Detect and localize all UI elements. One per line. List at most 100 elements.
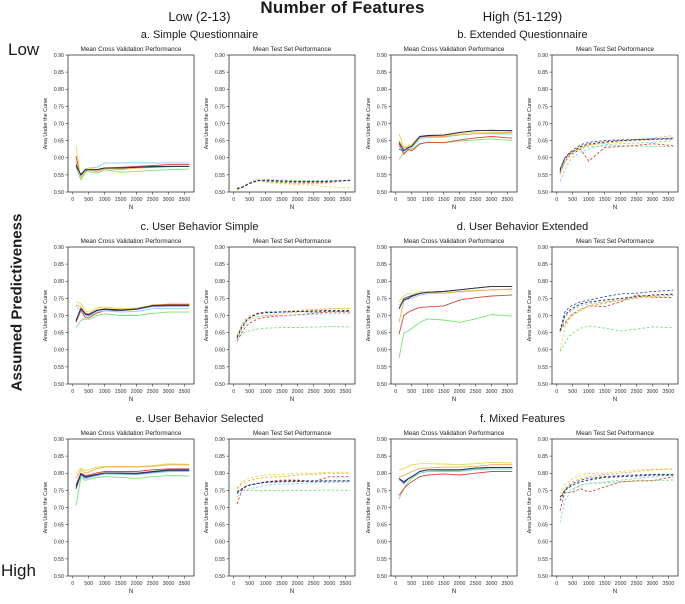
y-tick-label: 0.70 xyxy=(215,505,225,511)
series-line-orange xyxy=(398,464,513,478)
y-tick-label: 0.70 xyxy=(538,505,548,511)
y-tick-label: 0.70 xyxy=(54,313,64,319)
axes-frame xyxy=(390,438,518,577)
x-tick-label: 2500 xyxy=(470,581,482,587)
series-line-green xyxy=(236,179,351,189)
y-tick-label: 0.90 xyxy=(538,245,548,251)
axes-frame xyxy=(67,438,195,577)
row-label-high: High xyxy=(1,561,36,580)
y-axis-label: Area Under the Curve xyxy=(366,98,372,150)
x-tick-label: 3500 xyxy=(502,581,514,587)
y-tick-label: 0.90 xyxy=(54,245,64,251)
x-tick-label: 500 xyxy=(568,197,577,203)
series-line-black xyxy=(75,469,190,488)
x-tick-label: 1500 xyxy=(115,389,127,395)
y-tick-label: 0.60 xyxy=(54,540,64,546)
x-axis-label: N xyxy=(290,589,294,595)
row-label-low: Low xyxy=(8,40,40,59)
x-axis-label: N xyxy=(452,205,456,211)
y-tick-label: 0.75 xyxy=(215,104,225,110)
chart-f-test-set: Mean Test Set Performance Area Under the … xyxy=(522,426,683,604)
chart-c-cross-validation: Mean Cross Validation Performance Area Un… xyxy=(38,234,199,412)
x-tick-label: 3500 xyxy=(340,197,352,203)
subplot-title: Mean Cross Validation Performance xyxy=(404,46,505,53)
x-tick-label: 1000 xyxy=(99,197,111,203)
panels-grid: a. Simple Questionnaire Mean Cross Valid… xyxy=(38,28,684,604)
y-tick-label: 0.70 xyxy=(215,121,225,127)
y-tick-label: 0.50 xyxy=(215,574,225,580)
x-tick-label: 500 xyxy=(245,197,254,203)
series-line-green xyxy=(236,326,351,340)
x-tick-label: 2500 xyxy=(147,581,159,587)
y-tick-label: 0.90 xyxy=(538,53,548,59)
y-tick-label: 0.90 xyxy=(215,245,225,251)
series-line-blue xyxy=(559,137,674,172)
series-line-yellow xyxy=(75,301,190,313)
chart-e-test-set: Mean Test Set Performance Area Under the … xyxy=(199,426,360,604)
x-tick-label: 3000 xyxy=(647,389,659,395)
y-tick-label: 0.50 xyxy=(54,190,64,196)
y-tick-label: 0.65 xyxy=(215,523,225,529)
x-tick-label: 2500 xyxy=(147,197,159,203)
series-line-yellow xyxy=(398,131,513,148)
x-tick-label: 1500 xyxy=(438,581,450,587)
x-tick-label: 2500 xyxy=(308,581,320,587)
x-axis-label: N xyxy=(452,397,456,403)
figure-title: Number of Features xyxy=(260,0,425,17)
x-tick-label: 500 xyxy=(568,581,577,587)
series-line-yellow xyxy=(559,136,674,176)
x-tick-label: 3500 xyxy=(340,389,352,395)
x-axis-label: N xyxy=(290,397,294,403)
y-tick-label: 0.70 xyxy=(377,121,387,127)
y-tick-label: 0.65 xyxy=(215,331,225,337)
y-tick-label: 0.70 xyxy=(538,313,548,319)
chart-svg: Mean Test Set Performance Area Under the … xyxy=(527,46,679,211)
chart-d-cross-validation: Mean Cross Validation Performance Area Un… xyxy=(361,234,522,412)
x-tick-label: 1000 xyxy=(422,389,434,395)
chart-svg: Mean Cross Validation Performance Area Un… xyxy=(366,46,518,211)
y-tick-label: 0.80 xyxy=(377,87,387,93)
y-tick-label: 0.80 xyxy=(54,471,64,477)
y-tick-label: 0.80 xyxy=(538,471,548,477)
y-tick-label: 0.70 xyxy=(54,505,64,511)
series-line-orange xyxy=(75,464,190,479)
y-tick-label: 0.85 xyxy=(215,262,225,268)
chart-svg: Mean Cross Validation Performance Area Un… xyxy=(366,430,518,595)
y-tick-label: 0.75 xyxy=(538,296,548,302)
axes-frame xyxy=(228,438,356,577)
y-tick-label: 0.50 xyxy=(538,190,548,196)
x-tick-label: 2500 xyxy=(631,197,643,203)
chart-svg: Mean Test Set Performance Area Under the … xyxy=(527,430,679,595)
x-tick-label: 1000 xyxy=(260,389,272,395)
y-tick-label: 0.65 xyxy=(538,523,548,529)
panel-b-extended-questionnaire: b. Extended Questionnaire Mean Cross Val… xyxy=(361,28,684,220)
panel-f-mixed-features: f. Mixed Features Mean Cross Validation … xyxy=(361,412,684,604)
y-tick-label: 0.85 xyxy=(215,70,225,76)
subplot-title: Mean Test Set Performance xyxy=(576,430,654,437)
x-tick-label: 3000 xyxy=(647,581,659,587)
col-header-high-features: High (51-129) xyxy=(482,9,563,24)
x-axis-label: N xyxy=(129,397,133,403)
x-tick-label: 0 xyxy=(232,581,235,587)
y-tick-label: 0.85 xyxy=(538,262,548,268)
y-axis-label: Area Under the Curve xyxy=(527,98,533,150)
y-tick-label: 0.50 xyxy=(215,190,225,196)
y-tick-label: 0.55 xyxy=(54,365,64,371)
subplot-title: Mean Cross Validation Performance xyxy=(404,430,505,437)
series-line-orange xyxy=(398,132,513,149)
x-tick-label: 3000 xyxy=(486,389,498,395)
x-tick-label: 2500 xyxy=(147,389,159,395)
x-tick-label: 1500 xyxy=(276,197,288,203)
y-tick-label: 0.55 xyxy=(377,365,387,371)
y-tick-label: 0.75 xyxy=(538,104,548,110)
panel-a-title: a. Simple Questionnaire xyxy=(140,29,259,41)
y-tick-label: 0.90 xyxy=(54,53,64,59)
chart-f-cross-validation: Mean Cross Validation Performance Area Un… xyxy=(361,426,522,604)
y-tick-label: 0.70 xyxy=(215,313,225,319)
y-tick-label: 0.55 xyxy=(538,557,548,563)
y-tick-label: 0.50 xyxy=(377,190,387,196)
y-tick-label: 0.90 xyxy=(215,437,225,443)
series-line-black xyxy=(236,309,351,338)
x-tick-label: 0 xyxy=(71,197,74,203)
y-axis-label: Area Under the Curve xyxy=(43,482,49,534)
